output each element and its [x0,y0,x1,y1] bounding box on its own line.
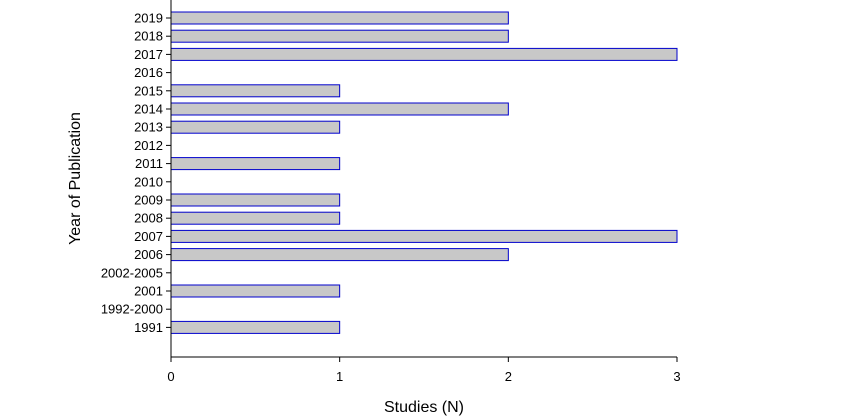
y-tick-label: 2017 [134,47,163,62]
bar-2011 [170,157,341,171]
bars-group [170,11,678,334]
y-tick-label: 2002-2005 [101,265,163,280]
y-tick-label: 2008 [134,211,163,226]
bar-2007 [170,229,678,243]
bar-2018 [170,29,509,43]
y-tick-label: 1991 [134,320,163,335]
y-tick-label: 2006 [134,247,163,262]
y-tick-label: 2009 [134,193,163,208]
x-tick-label: 0 [167,369,174,384]
y-tick-label: 2001 [134,284,163,299]
y-tick-label: 2016 [134,65,163,80]
y-tick-label: 2019 [134,11,163,26]
bar-1991 [170,320,341,334]
y-tick-label: 2018 [134,29,163,44]
bar-2013 [170,120,341,134]
x-axis-title: Studies (N) [384,399,464,416]
bar-2001 [170,284,341,298]
y-tick-label: 2007 [134,229,163,244]
y-tick-label: 2012 [134,138,163,153]
y-tick-label: 2014 [134,102,163,117]
bar-2014 [170,102,509,116]
x-tick-label: 3 [673,369,680,384]
y-tick-label: 2013 [134,120,163,135]
x-tick-label: 1 [336,369,343,384]
y-axis-title: Year of Publication [67,112,84,245]
y-tick-label: 1992-2000 [101,302,163,317]
bar-2008 [170,211,341,225]
bar-2015 [170,84,341,98]
bar-2009 [170,193,341,207]
x-ticks-group: 0 1 2 3 [167,357,681,384]
bar-2017 [170,47,678,61]
y-tick-label: 2011 [135,156,163,171]
y-tick-label: 2010 [134,174,163,189]
y-tick-label: 2015 [134,83,163,98]
x-tick-label: 2 [505,369,512,384]
bar-2006 [170,248,509,262]
bar-2019 [170,11,509,25]
y-tick-labels: 2019 2018 2017 2016 2015 2014 2013 2012 2011 2010… [101,11,171,335]
